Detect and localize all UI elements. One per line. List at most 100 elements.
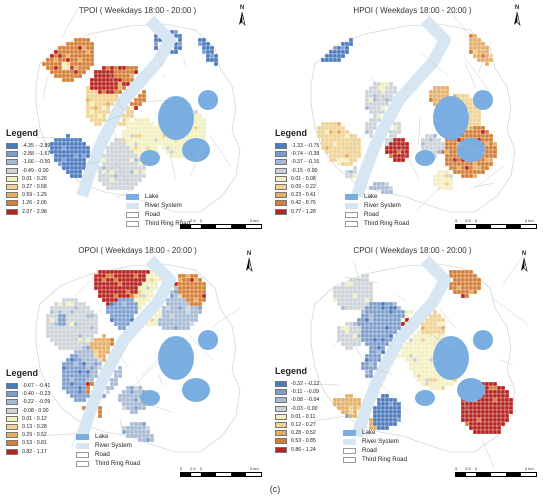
grid-cell [468,105,474,111]
grid-cell [476,113,482,119]
grid-cell [344,149,350,155]
grid-cell [177,317,183,323]
grid-cell [129,173,135,179]
grid-cell [101,81,107,87]
grid-cell [404,357,410,363]
grid-cell [81,381,87,387]
grid-cell [69,353,75,359]
grid-cell [388,397,394,403]
legend-class-row: 0.01 - 0.12 [6,415,50,423]
grid-cell [65,61,71,67]
grid-cell [448,285,454,291]
grid-cell [356,145,362,151]
grid-cell [436,381,442,387]
grid-cell [368,133,374,139]
grid-cell [388,309,394,315]
grid-cell [89,345,95,351]
grid-cell [340,285,346,291]
legend-layer-swatch [345,202,358,209]
grid-cell [388,93,394,99]
grid-cell [49,69,55,75]
grid-cell [332,149,338,155]
legend-layer-label: Road [145,211,160,218]
grid-cell [336,397,342,403]
grid-cell [69,49,75,55]
grid-cell [436,93,442,99]
grid-cell [93,97,99,103]
road [74,272,99,297]
grid-cell [388,89,394,95]
grid-cell [356,301,362,307]
grid-cell [460,289,466,295]
grid-cell [81,349,87,355]
grid-cell [105,157,111,163]
grid-cell [93,81,99,87]
grid-cell [85,313,91,319]
grid-cell [109,169,115,175]
grid-cell [472,33,478,39]
grid-cell [129,425,135,431]
grid-cell [193,285,199,291]
legend-layer-swatch [76,433,89,440]
grid-cell [376,341,382,347]
legend-class-label: -0.15 - 0.00 [291,167,318,174]
grid-cell [320,129,326,135]
grid-cell [105,309,111,315]
grid-cell [157,317,163,323]
grid-cell [368,121,374,127]
grid-cell [145,425,151,431]
grid-cell [332,53,338,59]
grid-cell [360,321,366,327]
grid-cell [340,289,346,295]
grid-cell [340,161,346,167]
legend-swatch [275,208,287,215]
grid-cell [472,121,478,127]
grid-cell [316,125,322,131]
grid-cell [332,45,338,51]
grid-cell [117,301,123,307]
grid-cell [492,141,498,147]
grid-cell [384,185,390,191]
grid-cell [77,357,83,363]
grid-cell [416,337,422,343]
grid-cell [344,325,350,331]
grid-cell [436,85,442,91]
grid-cell [117,285,123,291]
grid-cell [472,273,478,279]
grid-cell [468,161,474,167]
grid-cell [460,93,466,99]
grid-cell [69,165,75,171]
map-opoi [35,255,241,453]
legend-classes: -4.35 - -2.89 -2.88 - -1.67 -1.66 - -0.50-… [6,142,50,216]
grid-cell [392,317,398,323]
grid-cell [364,313,370,319]
grid-cell [368,373,374,379]
grid-cell [436,89,442,95]
panel-opoi: OPOI ( Weekdays 18:00 - 20:00 ) N Legend… [0,240,275,480]
grid-cell [141,165,147,171]
grid-cell [484,409,490,415]
grid-cell [472,45,478,51]
grid-cell [368,321,374,327]
legend-swatch [275,438,287,445]
grid-cell [364,309,370,315]
legend-layer-row: River System [76,441,140,450]
grid-cell [121,69,127,75]
grid-cell [464,281,470,287]
grid-cell [69,309,75,315]
grid-cell [93,317,99,323]
grid-cell [488,389,494,395]
grid-cell [61,333,67,339]
grid-cell [452,149,458,155]
legend-swatch [275,167,287,174]
grid-cell [332,141,338,147]
grid-cell [444,145,450,151]
legend-class-row: 0.29 - 0.52 [6,431,50,439]
grid-cell [372,365,378,371]
legend-class-label: -4.35 - -2.89 [22,143,51,150]
grid-cell [85,349,91,355]
grid-cell [93,369,99,375]
grid-cell [61,53,67,59]
grid-cell [161,325,167,331]
grid-cell [49,329,55,335]
